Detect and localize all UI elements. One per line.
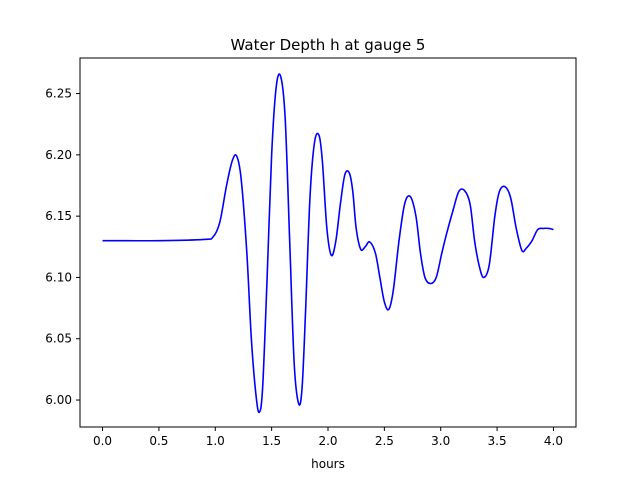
x-tick-label-2: 1.0 [206,434,225,448]
plot-area [102,73,554,414]
x-tick-label-5: 2.5 [375,434,394,448]
x-tick-label-6: 3.0 [431,434,450,448]
x-tick-label-3: 1.5 [262,434,281,448]
y-tick-label-4: 6.20 [45,148,72,162]
x-axis: 0.0 0.5 1.0 1.5 2.0 2.5 3.0 3.5 4.0 [93,427,563,448]
x-tick-label-4: 2.0 [318,434,337,448]
y-tick-label-3: 6.15 [45,209,72,223]
x-axis-label: hours [311,457,345,471]
x-tick-label-1: 0.5 [149,434,168,448]
x-tick-label-7: 3.5 [488,434,507,448]
chart-title: Water Depth h at gauge 5 [231,36,426,54]
y-axis: 6.00 6.05 6.10 6.15 6.20 6.25 [45,87,80,407]
y-tick-label-5: 6.25 [45,87,72,101]
y-tick-label-0: 6.00 [45,393,72,407]
y-tick-label-2: 6.10 [45,270,72,284]
x-tick-label-8: 4.0 [544,434,563,448]
x-tick-label-0: 0.0 [93,434,112,448]
y-tick-label-1: 6.05 [45,332,72,346]
series-line-0 [102,73,554,414]
